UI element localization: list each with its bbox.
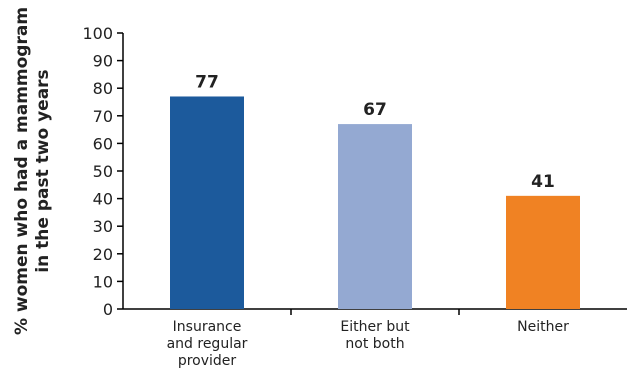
data-labels: 77 67 41 [195, 72, 555, 191]
y-tick-label: 0 [103, 300, 113, 319]
y-tick-label: 50 [93, 162, 113, 181]
y-tick-label: 90 [93, 52, 113, 71]
y-axis-title: % women who had a mammogramin the past t… [12, 7, 53, 335]
y-tick-label: 100 [82, 24, 113, 43]
bar [338, 124, 412, 309]
y-tick-label: 30 [93, 217, 113, 236]
y-axis: 0 10 20 30 40 50 60 70 80 90 100 [82, 24, 124, 319]
data-label: 67 [363, 100, 387, 120]
x-tick-label: Neither [517, 319, 569, 335]
bar [506, 195, 580, 309]
x-tick-label: Either but not both [340, 319, 410, 352]
y-tick-label: 20 [93, 245, 113, 264]
bar [170, 96, 244, 309]
y-tick-label: 60 [93, 134, 113, 153]
y-axis-label: % women who had a mammogramin the past t… [12, 7, 53, 335]
bars [170, 96, 580, 309]
y-tick-label: 10 [93, 272, 113, 291]
data-label: 41 [531, 172, 555, 192]
data-label: 77 [195, 72, 219, 92]
x-tick-labels: Insurance and regular provider Either but no… [167, 319, 570, 369]
x-tick-label: Insurance and regular provider [167, 319, 248, 369]
y-tick-label: 40 [93, 190, 113, 209]
y-tick-label: 80 [93, 79, 113, 98]
y-tick-label: 70 [93, 107, 113, 126]
x-axis [123, 308, 627, 315]
